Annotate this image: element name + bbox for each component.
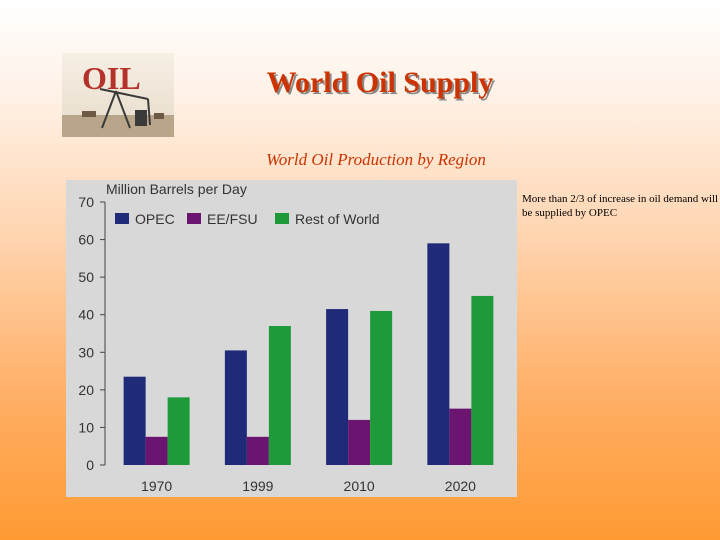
x-category-label: 2010 xyxy=(344,478,375,494)
y-tick-label: 40 xyxy=(78,307,94,323)
oil-logo: OIL xyxy=(62,53,174,137)
bar-opec-1970 xyxy=(123,376,146,465)
legend-label: OPEC xyxy=(135,211,175,227)
chart-note: More than 2/3 of increase in oil demand … xyxy=(522,193,719,219)
bar-ee-fsu-1999 xyxy=(246,436,269,465)
legend-label: EE/FSU xyxy=(207,211,258,227)
legend-label: Rest of World xyxy=(295,211,380,227)
unit-label: Million Barrels per Day xyxy=(106,181,247,197)
bar-opec-2020 xyxy=(427,243,450,465)
bar-opec-1999 xyxy=(224,350,247,465)
bars: 1970 1999 2010 2020 xyxy=(123,243,494,494)
y-tick-label: 10 xyxy=(78,419,94,435)
x-category-label: 1999 xyxy=(242,478,273,494)
bar-rest-of-world-2010 xyxy=(370,310,393,465)
bar-chart: Million Barrels per Day OPEC EE/FSU Rest o… xyxy=(78,181,494,494)
y-tick-label: 0 xyxy=(86,457,94,473)
legend: OPEC EE/FSU Rest of World xyxy=(115,211,380,227)
bar-ee-fsu-2010 xyxy=(348,419,371,465)
y-tick-label: 60 xyxy=(78,232,94,248)
bar-ee-fsu-2020 xyxy=(449,408,472,465)
x-category-label: 2020 xyxy=(445,478,476,494)
legend-swatch xyxy=(187,213,201,224)
y-tick-label: 20 xyxy=(78,382,94,398)
logo-text: OIL xyxy=(82,60,141,96)
chart-subtitle: World Oil Production by Region xyxy=(266,150,486,169)
bar-rest-of-world-1970 xyxy=(167,397,190,465)
legend-swatch xyxy=(275,213,289,224)
legend-swatch xyxy=(115,213,129,224)
bar-rest-of-world-1999 xyxy=(268,325,291,465)
bar-rest-of-world-2020 xyxy=(471,295,494,465)
bar-ee-fsu-1970 xyxy=(145,436,168,465)
y-tick-label: 30 xyxy=(78,344,94,360)
slide-title: World Oil Supply xyxy=(266,66,494,99)
y-tick-label: 70 xyxy=(78,194,94,210)
chart-panel: Million Barrels per Day OPEC EE/FSU Rest o… xyxy=(66,180,517,497)
y-tick-label: 50 xyxy=(78,269,94,285)
x-category-label: 1970 xyxy=(141,478,172,494)
bar-opec-2010 xyxy=(326,309,349,465)
axes: 0 10 20 30 40 50 60 70 xyxy=(78,194,106,473)
